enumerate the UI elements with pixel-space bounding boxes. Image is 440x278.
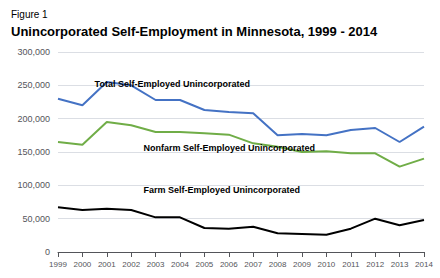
svg-text:100,000: 100,000 bbox=[17, 180, 50, 190]
svg-text:2012: 2012 bbox=[366, 260, 384, 269]
svg-text:2006: 2006 bbox=[220, 260, 238, 269]
svg-text:0: 0 bbox=[45, 247, 50, 257]
svg-text:2014: 2014 bbox=[415, 260, 433, 269]
svg-text:2002: 2002 bbox=[122, 260, 140, 269]
svg-text:200,000: 200,000 bbox=[17, 114, 50, 124]
svg-text:2011: 2011 bbox=[342, 260, 360, 269]
svg-text:Total Self-Employed Unincorpor: Total Self-Employed Unincorporated bbox=[95, 79, 250, 89]
svg-text:Farm Self-Employed Unincorpora: Farm Self-Employed Unincorporated bbox=[143, 185, 300, 195]
svg-text:2000: 2000 bbox=[74, 260, 92, 269]
svg-text:50,000: 50,000 bbox=[22, 214, 50, 224]
svg-text:250,000: 250,000 bbox=[17, 80, 50, 90]
svg-text:Nonfarm Self-Employed Unincorp: Nonfarm Self-Employed Unincorporated bbox=[143, 143, 315, 153]
svg-text:Unincorporated Self-Employment: Unincorporated Self-Employment in Minnes… bbox=[11, 24, 378, 39]
svg-text:2001: 2001 bbox=[98, 260, 116, 269]
svg-text:2008: 2008 bbox=[269, 260, 287, 269]
svg-text:300,000: 300,000 bbox=[17, 47, 50, 57]
svg-text:2013: 2013 bbox=[391, 260, 409, 269]
svg-text:Figure 1: Figure 1 bbox=[11, 9, 48, 20]
svg-text:1999: 1999 bbox=[49, 260, 67, 269]
svg-text:2009: 2009 bbox=[293, 260, 311, 269]
svg-text:2003: 2003 bbox=[147, 260, 165, 269]
svg-text:2004: 2004 bbox=[171, 260, 189, 269]
svg-text:2007: 2007 bbox=[244, 260, 262, 269]
svg-text:2005: 2005 bbox=[196, 260, 214, 269]
svg-text:2010: 2010 bbox=[318, 260, 336, 269]
svg-text:150,000: 150,000 bbox=[17, 147, 50, 157]
